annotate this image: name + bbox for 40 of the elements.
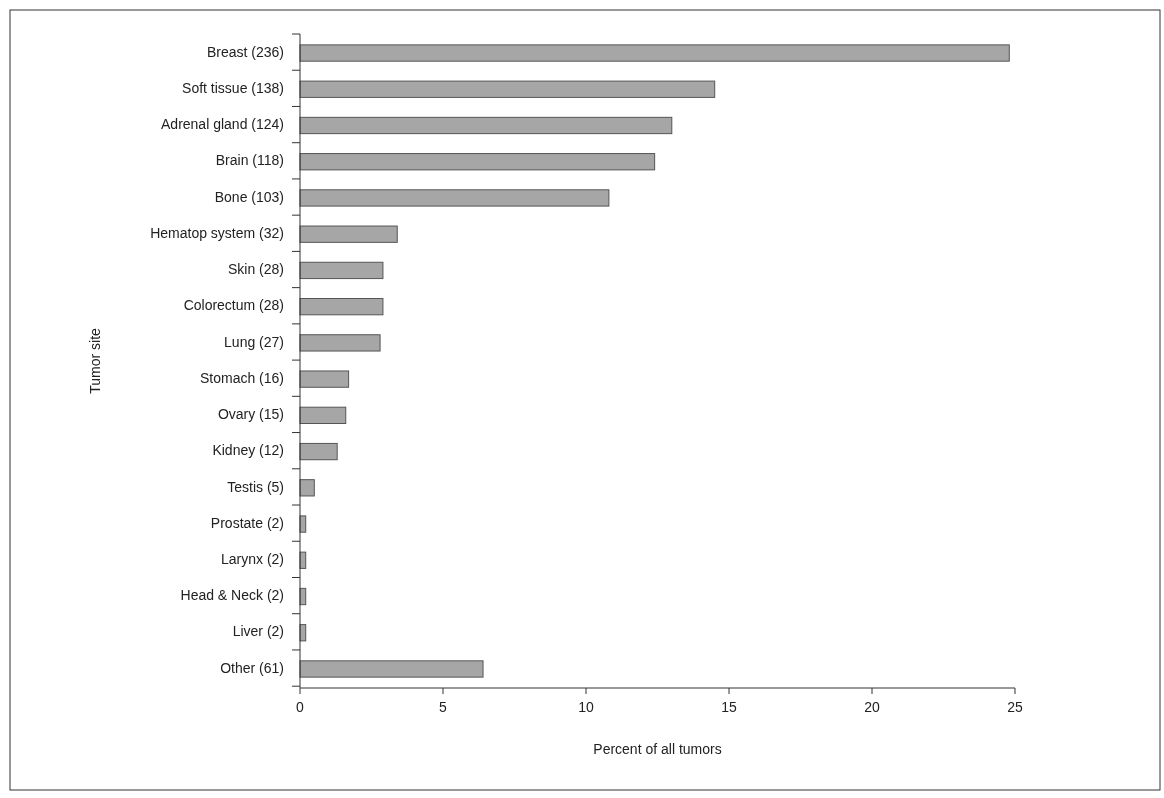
y-tick-label: Breast (236) <box>206 43 284 60</box>
bar <box>299 406 347 424</box>
bar <box>299 261 384 280</box>
y-tick-label: Brain (118) <box>215 152 284 169</box>
bar <box>299 225 398 243</box>
y-tick-label: Soft tissue (138) <box>182 79 284 96</box>
y-tick-label: Liver (2) <box>232 623 284 640</box>
bar <box>299 116 673 135</box>
y-tick-label: Stomach (16) <box>199 369 284 386</box>
bar <box>299 189 610 207</box>
bar <box>299 370 350 388</box>
y-tick-label: Colorectum (28) <box>183 297 284 314</box>
y-tick-label: Adrenal gland (124) <box>161 116 284 133</box>
bar <box>299 298 384 316</box>
y-tick-label: Other (61) <box>220 659 284 676</box>
x-tick-label: 15 <box>721 699 737 715</box>
bar <box>299 660 484 678</box>
x-tick-label: 20 <box>864 699 880 715</box>
y-tick-label: Head & Neck (2) <box>180 587 284 604</box>
y-tick-label: Testis (5) <box>227 478 284 495</box>
y-tick-label: Skin (28) <box>227 261 284 278</box>
y-axis-title: Tumor site <box>87 327 103 394</box>
y-tick-label: Kidney (12) <box>212 442 284 459</box>
y-tick-label: Ovary (15) <box>217 406 284 423</box>
x-tick-label: 25 <box>1007 699 1023 715</box>
bar <box>299 44 1010 62</box>
x-tick-label: 5 <box>439 699 448 715</box>
y-tick-label: Larynx (2) <box>220 550 284 567</box>
x-axis-title: Percent of all tumors <box>593 741 722 757</box>
bar <box>299 334 381 352</box>
y-tick-label: Prostate (2) <box>210 514 284 531</box>
bar <box>299 153 656 171</box>
bar <box>299 442 338 461</box>
bar <box>299 479 315 497</box>
bar <box>299 80 716 98</box>
y-tick-label: Bone (103) <box>214 188 284 205</box>
y-tick-label: Hematop system (32) <box>150 224 284 241</box>
y-tick-label: Lung (27) <box>224 333 284 350</box>
x-tick-label: 0 <box>296 699 305 715</box>
x-tick-label: 10 <box>578 699 594 715</box>
